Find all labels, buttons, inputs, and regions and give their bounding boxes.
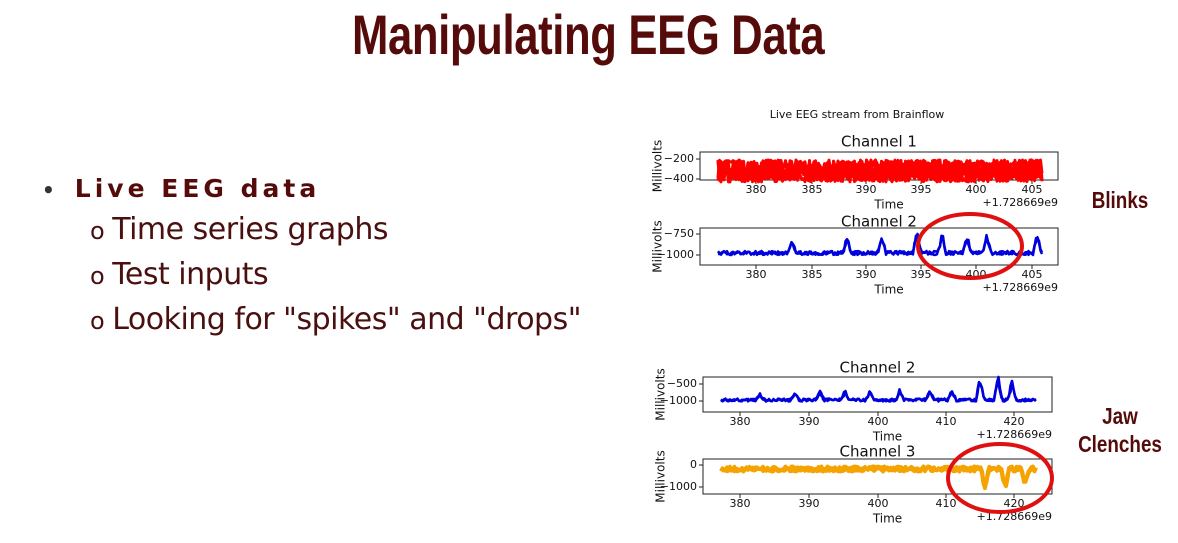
y-axis-label: Millivolts bbox=[651, 220, 665, 272]
y-tick-label: −750 bbox=[664, 227, 694, 240]
x-tick-label: 390 bbox=[856, 268, 877, 281]
y-axis-label: Millivolts bbox=[651, 140, 665, 192]
sub-bullet-text: Test inputs bbox=[112, 257, 269, 292]
y-tick-label: −1000 bbox=[660, 480, 697, 493]
sub-bullet: o Test inputs bbox=[90, 257, 269, 292]
y-tick-label: −200 bbox=[664, 152, 694, 165]
x-tick-label: 395 bbox=[911, 183, 932, 196]
x-tick-label: 420 bbox=[1004, 497, 1025, 510]
y-axis-label: Millivolts bbox=[654, 368, 668, 420]
y-tick-label: −500 bbox=[667, 377, 697, 390]
figure-title: Live EEG stream from Brainflow bbox=[770, 108, 945, 121]
x-tick-label: 400 bbox=[966, 183, 987, 196]
x-tick-label: 380 bbox=[730, 415, 751, 428]
axis-offset: +1.728669e9 bbox=[983, 196, 1058, 209]
highlight-circle bbox=[916, 212, 1024, 280]
panel-title: Channel 1 bbox=[841, 133, 917, 151]
x-tick-label: 400 bbox=[868, 415, 889, 428]
sub-bullet-text: Time series graphs bbox=[112, 212, 388, 247]
x-tick-label: 380 bbox=[746, 183, 767, 196]
x-tick-label: 395 bbox=[911, 268, 932, 281]
x-tick-label: 410 bbox=[936, 497, 957, 510]
y-tick-label: 0 bbox=[690, 458, 697, 471]
y-tick-label: −400 bbox=[664, 172, 694, 185]
x-tick-label: 390 bbox=[856, 183, 877, 196]
x-tick-label: 405 bbox=[1022, 183, 1043, 196]
sub-bullet-text: Looking for "spikes" and "drops" bbox=[112, 302, 582, 337]
x-tick-label: 380 bbox=[730, 497, 751, 510]
axis-offset: +1.728669e9 bbox=[977, 428, 1052, 441]
x-axis-label: Time bbox=[873, 283, 903, 297]
panel-title: Channel 2 bbox=[841, 213, 917, 231]
waveform bbox=[717, 232, 1044, 257]
x-tick-label: 390 bbox=[799, 497, 820, 510]
x-axis-label: Time bbox=[872, 512, 902, 526]
sub-bullet: o Time series graphs bbox=[90, 212, 388, 247]
bullet-text: Live EEG data bbox=[74, 174, 321, 203]
x-tick-label: 420 bbox=[1004, 415, 1025, 428]
y-axis-label: Millivolts bbox=[654, 450, 668, 502]
x-tick-label: 380 bbox=[746, 268, 767, 281]
panel-title: Channel 2 bbox=[840, 359, 916, 377]
x-axis-label: Time bbox=[873, 198, 903, 212]
x-tick-label: 410 bbox=[936, 415, 957, 428]
x-axis-label: Time bbox=[872, 430, 902, 444]
axis-offset: +1.728669e9 bbox=[983, 281, 1058, 294]
x-tick-label: 405 bbox=[1022, 268, 1043, 281]
figure-label: Blinks bbox=[1091, 187, 1149, 213]
y-tick-label: −1000 bbox=[657, 248, 694, 261]
slide-title: Manipulating EEG Data bbox=[351, 3, 825, 66]
bullet: • Live EEG data bbox=[42, 174, 321, 203]
waveform bbox=[716, 158, 1044, 184]
y-tick-label: −1000 bbox=[660, 394, 697, 407]
x-tick-label: 390 bbox=[799, 415, 820, 428]
waveform bbox=[720, 464, 1038, 491]
highlight-circle bbox=[946, 442, 1054, 514]
sub-bullet: o Looking for "spikes" and "drops" bbox=[90, 302, 582, 337]
panel-title: Channel 3 bbox=[840, 443, 916, 461]
x-tick-label: 385 bbox=[802, 268, 823, 281]
axes-frame bbox=[699, 227, 1059, 266]
figure-label: Jaw Clenches bbox=[1078, 403, 1162, 457]
x-tick-label: 400 bbox=[868, 497, 889, 510]
waveform bbox=[720, 375, 1037, 403]
x-tick-label: 385 bbox=[802, 183, 823, 196]
figure: Live EEG stream from Brainflow Channel 1 M… bbox=[642, 105, 1060, 297]
